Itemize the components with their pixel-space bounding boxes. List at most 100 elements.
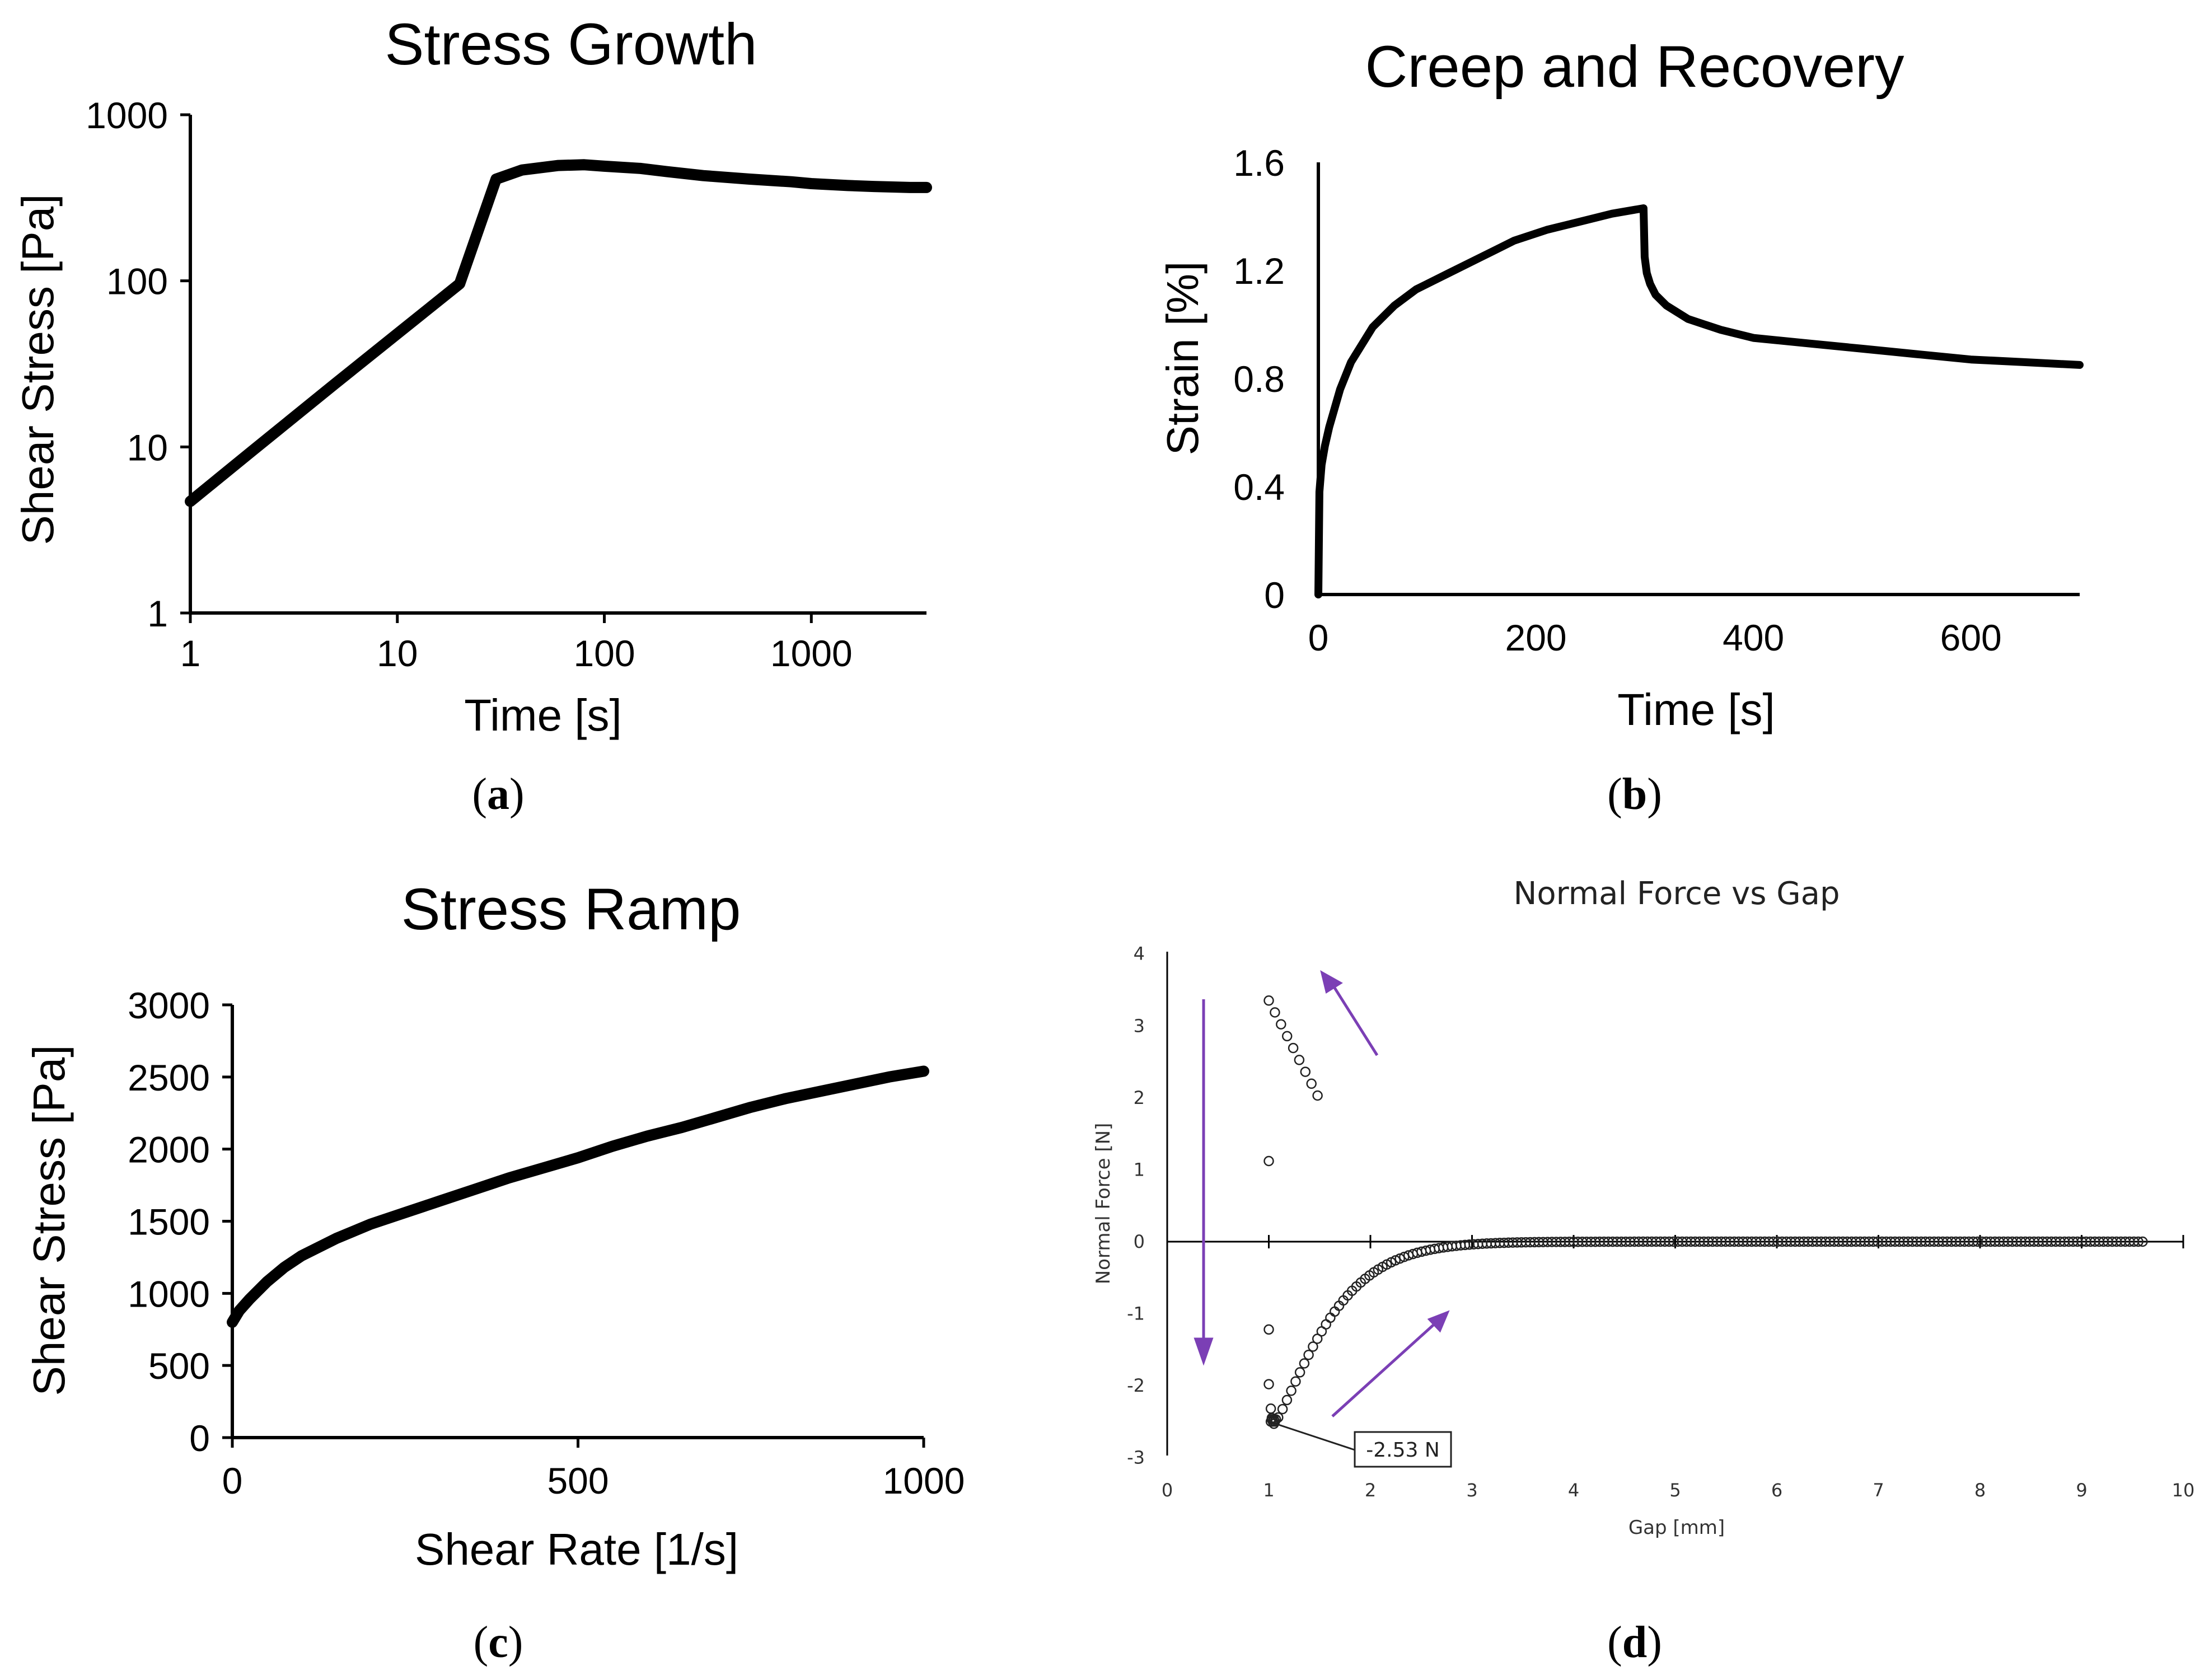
y-tick-label: -2 [1127,1375,1145,1396]
panel-d-title: Normal Force vs Gap [1513,876,1840,912]
y-tick-label: 1500 [128,1201,210,1243]
y-tick-label: -3 [1127,1447,1145,1468]
panel-a-title: Stress Growth [385,12,757,77]
annotation-leader [1275,1422,1355,1451]
y-tick-label: 1 [147,593,168,634]
scatter-point [1299,1358,1310,1369]
x-tick-label: 1000 [770,633,853,674]
x-tick-label: 9 [2076,1480,2087,1501]
y-tick-label: 0.8 [1233,358,1285,400]
scatter-point [1321,1319,1331,1330]
x-tick-label: 2 [1365,1480,1376,1501]
panel-c: Stress Ramp 0 500 1000 0 500 1000 1500 2000 2500… [24,877,965,1667]
y-tick-label: 100 [106,261,168,302]
x-tick-label: 5 [1669,1480,1681,1501]
x-tick-label: 0 [1162,1480,1173,1501]
panel-d-points [1263,995,2148,1429]
scatter-point [1294,1367,1305,1378]
annotation-box [1354,1431,1452,1468]
panel-b-y-label: Strain [%] [1158,261,1208,456]
arrow-up-left [1330,981,1379,1056]
scatter-point [1270,1007,1280,1018]
panel-a-x-label: Time [s] [464,690,621,740]
x-tick-label: 6 [1771,1480,1782,1501]
scatter-point [1277,1403,1288,1415]
x-tick-label: 500 [547,1460,609,1501]
x-tick-label: 0 [1308,617,1329,658]
x-tick-label: 400 [1723,617,1784,658]
x-tick-label: 4 [1568,1480,1579,1501]
y-tick-label: 10 [127,427,168,468]
y-tick-label: 1000 [128,1273,210,1314]
scatter-point [1263,1155,1274,1167]
panel-d: Normal Force vs Gap 0 1 2 3 4 5 6 7 8 9 10 -3 -2 -1 0 1… [1092,876,2194,1667]
scatter-point [1281,1031,1293,1042]
panel-c-title: Stress Ramp [401,877,741,942]
y-tick-label: 0 [1264,574,1285,616]
panel-b-ticks: 0 200 400 600 0 0.4 0.8 1.2 1.6 [1233,142,2002,658]
y-tick-label: 2000 [128,1129,210,1171]
y-tick-label: 2 [1134,1087,1145,1108]
scatter-point [1290,1376,1301,1387]
arrow-up-left-head [1320,970,1343,994]
scatter-point [1308,1341,1318,1352]
x-tick-label: 8 [1974,1480,1986,1501]
scatter-point [1263,1379,1274,1389]
scatter-point [1300,1066,1311,1077]
panel-b: Creep and Recovery 0 200 400 600 0 0.4 0.8 1.2 1… [1158,34,2084,819]
panel-d-x-label: Gap [mm] [1628,1517,1725,1539]
scatter-point [2137,1236,2148,1247]
y-tick-label: 0.4 [1233,466,1285,508]
x-tick-label: 1000 [883,1460,965,1501]
panel-c-x-label: Shear Rate [1/s] [415,1524,738,1574]
scatter-point [1312,1090,1323,1101]
y-tick-label: 4 [1134,943,1145,965]
x-tick-label: 3 [1466,1480,1477,1501]
scatter-point [1306,1078,1317,1089]
panel-a-series-line [185,159,932,507]
panel-c-series-line [227,1065,929,1328]
panel-b-series-line [1314,204,2084,598]
scatter-point [1325,1312,1336,1323]
panel-a-caption: (a) [472,770,524,819]
y-tick-label: 1 [1134,1159,1145,1180]
scatter-point [1276,1019,1286,1029]
x-tick-label: 1 [180,633,201,674]
panel-c-caption: (c) [474,1618,523,1667]
x-tick-label: 7 [1873,1480,1884,1501]
scatter-point [1312,1333,1323,1344]
x-tick-label: 100 [573,633,635,674]
y-tick-label: 0 [1134,1231,1145,1252]
scatter-point [1281,1394,1293,1406]
panel-d-ticks: 0 1 2 3 4 5 6 7 8 9 10 -3 -2 -1 0 1 2 3 4 [1127,943,2194,1501]
panel-b-title: Creep and Recovery [1365,34,1904,100]
x-tick-label: 0 [222,1460,243,1501]
y-tick-label: 2500 [128,1057,210,1098]
y-tick-label: 3 [1134,1015,1145,1036]
scatter-point [1286,1386,1297,1396]
scatter-point [1288,1042,1299,1054]
panel-a-ticks: 1 10 100 1000 1 10 100 1000 [86,95,853,674]
panel-c-y-label: Shear Stress [Pa] [24,1045,74,1396]
panel-b-caption: (b) [1607,770,1662,819]
x-tick-label: 10 [2172,1480,2195,1501]
x-tick-label: 200 [1505,617,1567,658]
y-tick-label: 1000 [86,95,168,136]
y-tick-label: 1.2 [1233,250,1285,292]
panel-b-x-label: Time [s] [1617,685,1775,734]
arrow-up-right [1331,1320,1439,1417]
panel-c-ticks: 0 500 1000 0 500 1000 1500 2000 2500 3000 [128,985,965,1501]
panel-d-arrows [1194,970,1450,1417]
x-tick-label: 10 [377,633,418,674]
scatter-point [1294,1055,1305,1065]
y-tick-label: 3000 [128,985,210,1026]
annotation-label: -2.53 N [1366,1439,1440,1462]
y-tick-label: 0 [189,1417,210,1459]
scatter-point [1303,1349,1314,1360]
panel-d-caption: (d) [1607,1618,1662,1667]
y-tick-label: -1 [1127,1303,1145,1325]
scatter-point [1265,1403,1276,1414]
y-tick-label: 500 [148,1345,210,1387]
x-tick-label: 600 [1940,617,2002,658]
